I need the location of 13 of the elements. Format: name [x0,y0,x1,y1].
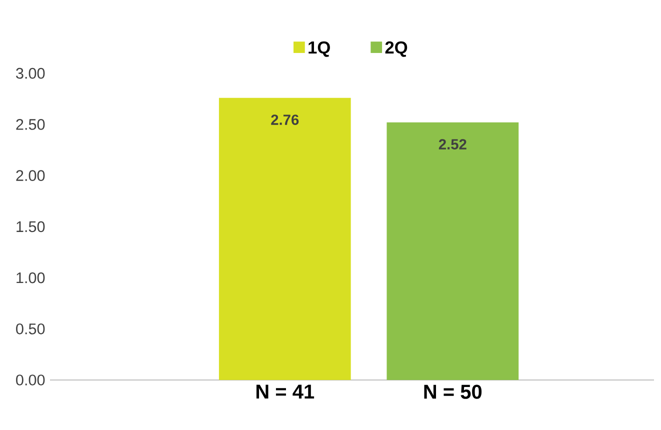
data-label: 2.76 [271,114,299,125]
y-tick-label: 1.50 [16,221,45,232]
y-tick-label: 0.50 [16,323,45,334]
y-tick-label: 2.50 [16,119,45,130]
y-tick-label: 1.00 [16,272,45,284]
x-tick-label: N = 50 [424,384,482,399]
y-tick-label: 3.00 [16,68,45,79]
legend-label: 1Q [308,41,330,57]
x-tick-label: N = 41 [256,384,314,398]
legend-label: 2Q [385,41,408,57]
y-tick-label: 2.00 [16,170,45,181]
y-tick-label: 0.00 [16,374,45,386]
data-label: 2.52 [438,139,466,150]
